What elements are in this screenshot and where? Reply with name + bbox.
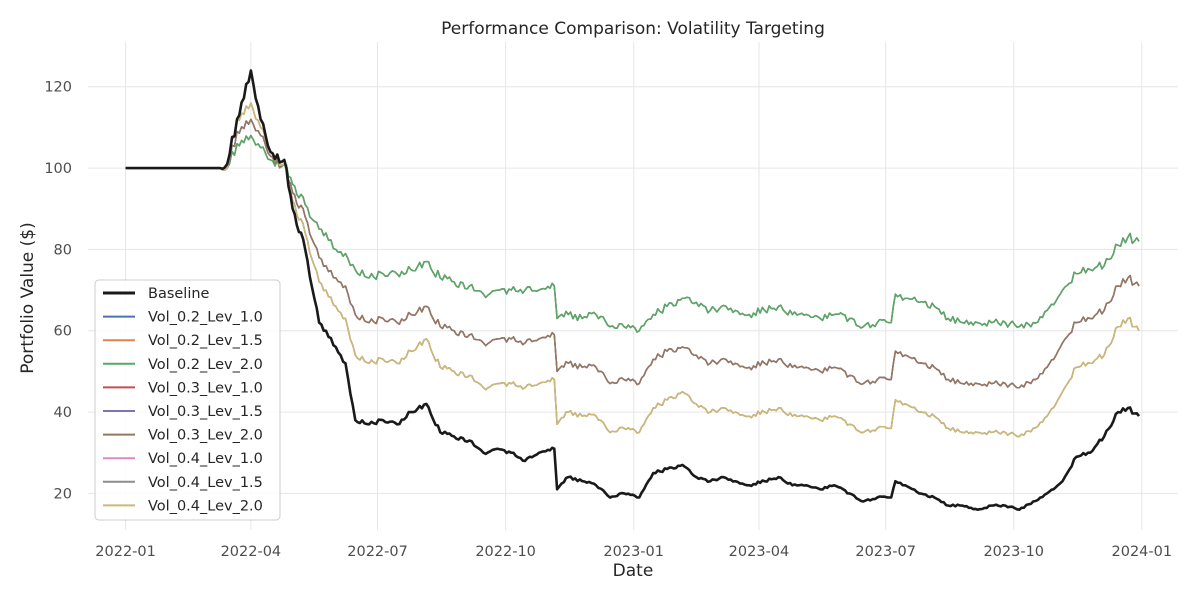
y-axis-ticks: 20 40 60 80 100 120 bbox=[44, 80, 72, 503]
legend-label: Vol_0.2_Lev_2.0 bbox=[148, 357, 263, 373]
grid bbox=[88, 42, 1178, 530]
legend-label: Vol_0.2_Lev_1.0 bbox=[148, 310, 263, 326]
x-tick-label: 2023-04 bbox=[729, 544, 790, 560]
x-tick-label: 2024-01 bbox=[1112, 544, 1173, 560]
legend-label: Vol_0.3_Lev_1.0 bbox=[148, 380, 263, 396]
series-line-vol-0-3-lev-2-0 bbox=[125, 118, 1140, 389]
y-tick-label: 20 bbox=[54, 486, 72, 502]
y-tick-label: 80 bbox=[54, 242, 72, 258]
series-line-vol-0-2-lev-2-0 bbox=[125, 134, 1140, 333]
legend-label: Vol_0.2_Lev_1.5 bbox=[148, 333, 263, 349]
chart-title: Performance Comparison: Volatility Targe… bbox=[441, 19, 825, 39]
x-tick-label: 2022-07 bbox=[347, 544, 408, 560]
series-lines bbox=[125, 69, 1141, 511]
x-tick-label: 2023-07 bbox=[855, 544, 916, 560]
legend-box bbox=[94, 279, 281, 521]
y-tick-label: 120 bbox=[44, 80, 72, 96]
y-axis-label: Portfolio Value ($) bbox=[18, 222, 38, 374]
legend-label: Vol_0.4_Lev_1.0 bbox=[148, 451, 263, 467]
y-tick-label: 100 bbox=[44, 161, 72, 177]
x-axis-label: Date bbox=[613, 561, 654, 581]
x-tick-label: 2023-10 bbox=[983, 544, 1044, 560]
x-tick-label: 2022-04 bbox=[221, 544, 282, 560]
legend-label: Vol_0.4_Lev_1.5 bbox=[148, 475, 263, 491]
legend-label: Baseline bbox=[148, 286, 210, 302]
legend-label: Vol_0.3_Lev_2.0 bbox=[148, 428, 263, 444]
legend-label: Vol_0.4_Lev_2.0 bbox=[148, 498, 263, 514]
legend-label: Vol_0.3_Lev_1.5 bbox=[148, 404, 263, 420]
legend: Baseline Vol_0.2_Lev_1.0 Vol_0.2_Lev_1.5 Vo… bbox=[94, 279, 281, 521]
x-tick-label: 2022-01 bbox=[95, 544, 156, 560]
x-axis-ticks: 2022-01 2022-04 2022-07 2022-10 2023-01 2023-… bbox=[95, 544, 1172, 560]
series-line-baseline bbox=[125, 69, 1141, 511]
x-tick-label: 2023-01 bbox=[603, 544, 664, 560]
y-tick-label: 40 bbox=[54, 405, 72, 421]
x-tick-label: 2022-10 bbox=[475, 544, 536, 560]
y-tick-label: 60 bbox=[54, 324, 72, 340]
